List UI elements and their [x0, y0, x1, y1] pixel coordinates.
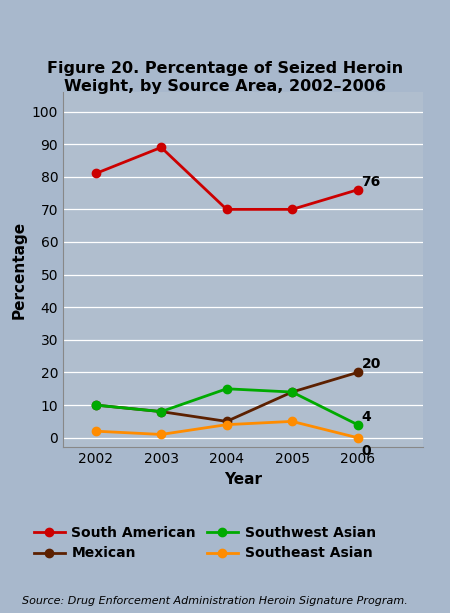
Southeast Asian [355, 434, 360, 441]
Line: South American: South American [91, 143, 362, 213]
Text: 0: 0 [361, 444, 371, 458]
South American [93, 170, 99, 177]
South American [355, 186, 360, 194]
Southwest Asian [224, 385, 230, 392]
Text: Figure 20. Percentage of Seized Heroin
Weight, by Source Area, 2002–2006: Figure 20. Percentage of Seized Heroin W… [47, 61, 403, 94]
X-axis label: Year: Year [224, 472, 262, 487]
Southwest Asian [93, 402, 99, 409]
South American [289, 206, 295, 213]
Text: 20: 20 [361, 357, 381, 371]
Southwest Asian [158, 408, 164, 415]
Line: Southwest Asian: Southwest Asian [91, 384, 362, 429]
Mexican [355, 369, 360, 376]
Mexican [93, 402, 99, 409]
Legend: South American, Mexican, Southwest Asian, Southeast Asian: South American, Mexican, Southwest Asian… [34, 525, 376, 560]
Southeast Asian [93, 427, 99, 435]
Mexican [289, 389, 295, 396]
Text: Source: Drug Enforcement Administration Heroin Signature Program.: Source: Drug Enforcement Administration … [22, 596, 408, 606]
Mexican [224, 417, 230, 425]
Southwest Asian [355, 421, 360, 428]
Southeast Asian [224, 421, 230, 428]
Southeast Asian [158, 431, 164, 438]
Southeast Asian [289, 417, 295, 425]
Line: Southeast Asian: Southeast Asian [91, 417, 362, 442]
Mexican [158, 408, 164, 415]
Text: 4: 4 [361, 409, 371, 424]
Southwest Asian [289, 389, 295, 396]
South American [224, 206, 230, 213]
South American [158, 143, 164, 151]
Y-axis label: Percentage: Percentage [11, 221, 26, 319]
Line: Mexican: Mexican [91, 368, 362, 425]
Text: 76: 76 [361, 175, 381, 189]
